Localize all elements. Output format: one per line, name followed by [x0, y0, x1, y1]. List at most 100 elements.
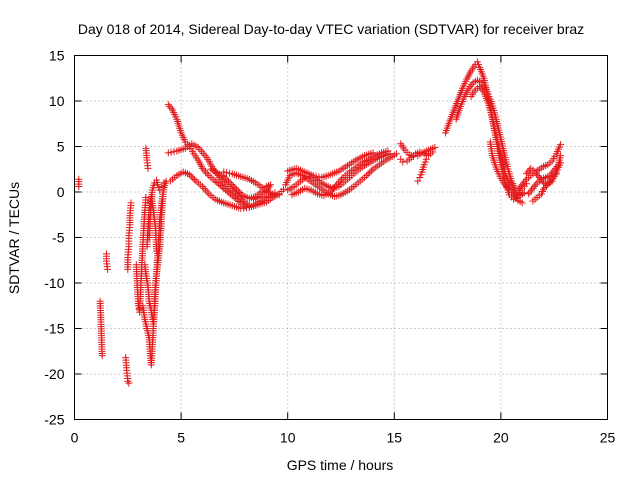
data-point	[531, 168, 539, 176]
data-point	[429, 148, 437, 156]
data-point	[517, 183, 525, 191]
data-point	[216, 181, 224, 189]
data-point	[478, 86, 486, 94]
data-point	[156, 186, 164, 194]
data-point	[526, 188, 534, 196]
data-point	[160, 179, 168, 187]
data-point	[529, 184, 537, 192]
data-point	[211, 177, 219, 185]
data-point	[540, 185, 548, 193]
data-point	[518, 199, 526, 207]
data-point	[203, 170, 211, 178]
data-point	[213, 179, 221, 187]
data-point	[190, 175, 198, 183]
data-point	[515, 184, 523, 192]
x-tick-label: 20	[493, 430, 509, 446]
data-point	[518, 181, 526, 189]
data-point	[369, 149, 377, 157]
data-point	[422, 155, 430, 163]
data-point	[218, 183, 226, 191]
data-point	[250, 195, 258, 203]
data-point	[552, 164, 560, 172]
data-point	[221, 174, 229, 182]
data-point	[238, 196, 246, 204]
x-tick-label: 5	[177, 430, 185, 446]
data-point	[98, 352, 106, 360]
data-point	[125, 379, 133, 387]
data-point	[200, 184, 208, 192]
tick-labels: 0 5 10 15 20 25 -25 -20 -15 -10 -5 0 5 10 15	[44, 48, 615, 446]
data-point	[384, 147, 392, 155]
data-point	[333, 181, 341, 189]
data-point	[153, 247, 161, 255]
plot-frame	[74, 55, 608, 420]
data-point	[542, 182, 550, 190]
data-point	[521, 177, 529, 185]
data-point	[202, 186, 210, 194]
data-point	[468, 81, 476, 89]
data-point	[220, 168, 228, 176]
data-point	[275, 191, 283, 199]
data-point	[552, 170, 560, 178]
x-axis-label: GPS time / hours	[287, 457, 394, 473]
data-point	[414, 177, 422, 185]
data-point	[366, 168, 374, 176]
data-point	[309, 172, 317, 180]
data-point	[104, 265, 112, 273]
data-point	[279, 185, 287, 193]
data-point	[520, 189, 528, 197]
data-point	[544, 180, 552, 188]
data-point	[549, 168, 557, 176]
data-point	[553, 163, 561, 171]
data-point	[229, 182, 237, 190]
data-point	[239, 197, 247, 205]
data-point	[167, 148, 175, 156]
y-tick-label: 5	[57, 139, 65, 155]
data-point	[367, 167, 375, 175]
data-point	[530, 183, 538, 191]
data-point	[215, 180, 223, 188]
data-point	[465, 84, 473, 92]
data-point	[363, 172, 371, 180]
data-point	[223, 176, 231, 184]
data-point	[225, 169, 233, 177]
data-point	[514, 186, 522, 194]
data-point	[225, 177, 233, 185]
data-point	[198, 164, 206, 172]
data-point	[477, 84, 485, 92]
data-point	[164, 101, 172, 109]
data-point	[231, 184, 239, 192]
data-point	[135, 305, 143, 313]
data-point	[203, 188, 211, 196]
data-point	[142, 193, 150, 201]
x-tick-label: 15	[387, 430, 403, 446]
x-tick-label: 10	[280, 430, 296, 446]
data-point	[557, 141, 565, 149]
data-point	[127, 199, 135, 207]
y-tick-label: 10	[49, 93, 65, 109]
x-tick-label: 0	[71, 430, 79, 446]
data-point	[504, 184, 512, 192]
y-tick-label: 0	[57, 184, 65, 200]
data-point	[338, 175, 346, 183]
data-point	[557, 152, 565, 160]
data-point	[223, 187, 231, 195]
data-point	[144, 164, 152, 172]
y-axis-label: SDTVAR / TECUs	[6, 182, 22, 294]
data-point	[189, 174, 197, 182]
data-point	[525, 190, 533, 198]
data-point	[226, 179, 234, 187]
data-point	[326, 188, 334, 196]
data-point	[476, 82, 484, 90]
data-point	[503, 183, 511, 191]
y-tick-label: -5	[52, 230, 65, 246]
data-point	[170, 148, 178, 156]
data-point	[164, 149, 172, 157]
data-point	[501, 181, 509, 189]
data-point	[334, 179, 342, 187]
data-point	[233, 185, 241, 193]
data-point	[466, 82, 474, 90]
data-point	[331, 183, 339, 191]
data-point	[527, 186, 535, 194]
